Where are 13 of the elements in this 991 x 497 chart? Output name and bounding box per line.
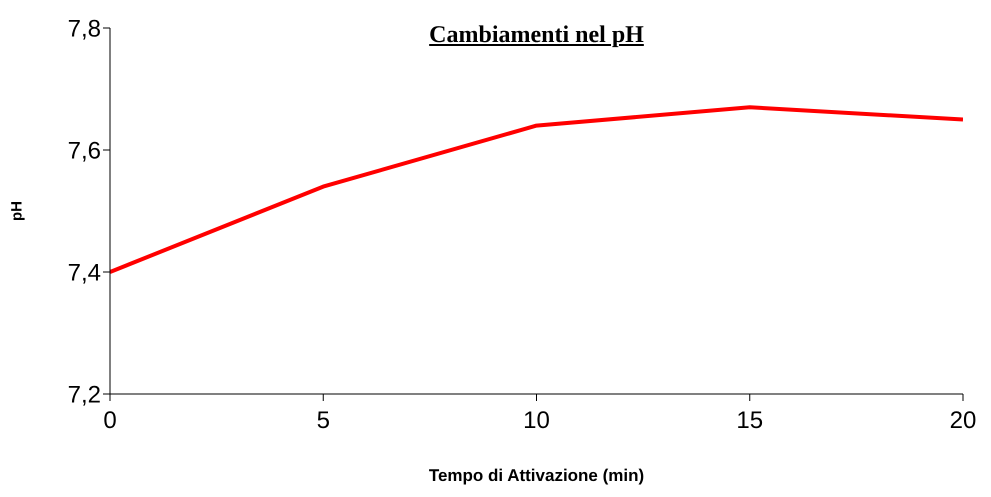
y-axis-title: pH: [8, 201, 26, 221]
x-axis-title: Tempo di Attivazione (min): [428, 466, 644, 485]
x-tick-label: 15: [736, 407, 764, 434]
x-tick-label: 20: [950, 407, 976, 434]
x-tick-label: 0: [103, 407, 117, 434]
x-tick-label: 5: [316, 407, 330, 434]
y-tick-label: 7,4: [68, 260, 101, 287]
y-tick-label: 7,6: [68, 138, 101, 165]
x-tick-label: 10: [523, 407, 550, 434]
y-tick-label: 7,8: [68, 16, 101, 43]
line-series: [110, 105, 963, 274]
y-tick-label: 7,2: [68, 382, 101, 409]
chart-title: Cambiamenti nel pH: [428, 22, 645, 49]
